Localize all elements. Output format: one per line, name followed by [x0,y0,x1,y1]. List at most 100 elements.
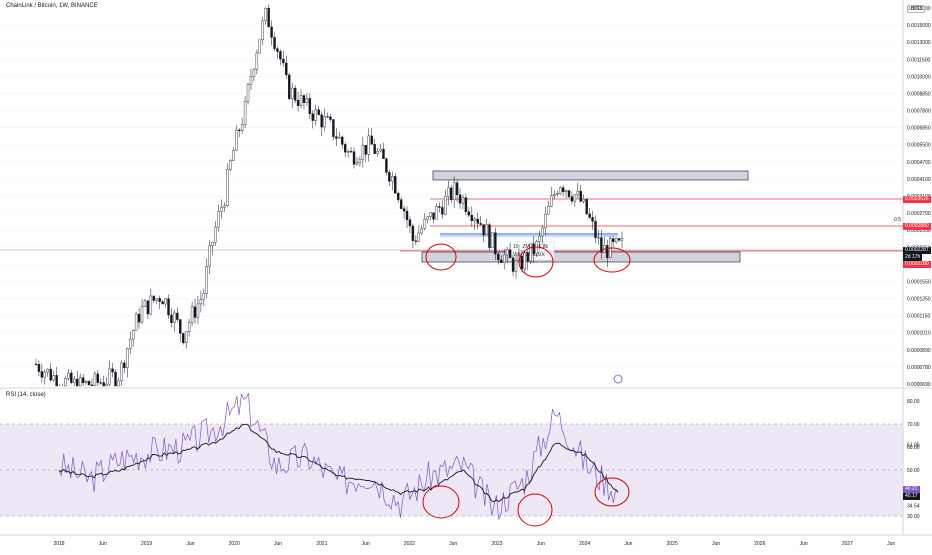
candle-body [600,237,603,253]
price-tick-label: 0.0015000 [907,23,931,29]
candle-body [252,69,256,77]
price-tick-label: 0.0004700 [907,160,931,166]
price-tick-label: 0.0004100 [907,177,931,183]
candle-body [137,313,141,323]
price-tick-label: 0.0006850 [907,126,931,132]
candle-body [46,368,49,373]
candle-body [550,195,553,207]
candle-body [397,192,400,200]
candle-body [364,145,368,155]
candle-body [114,371,117,387]
candle-body [143,300,147,307]
time-tick-label: Jun [537,541,545,547]
candle-body [352,151,356,165]
rsi-tick-label: 70.00 [907,422,920,428]
candle-body [270,26,273,38]
candle-body [606,245,609,258]
candle-body [235,129,238,151]
price-tick-label: 0.0001150 [907,314,930,320]
chart-title: ChainLink / Bitcoin, 1W, BINANCE [6,3,98,9]
candle-body [179,319,182,334]
time-tick-label: Jun [362,541,370,547]
candle-body [597,237,600,239]
candle-body [199,299,203,305]
candle-body [358,158,362,163]
candle-body [573,194,577,202]
candle-body [591,217,594,222]
candle-body [158,298,161,302]
candle-body [123,362,126,368]
candle-body [467,211,471,216]
candle-body [267,8,270,28]
currency-badge[interactable]: BTC [907,5,925,13]
rsi-circle-2023 [517,493,553,527]
candle-body [90,384,94,386]
rsi-line [58,392,618,520]
rsi-tag-value: 40.21 [903,486,920,493]
candle-body [129,338,132,349]
candle-body [131,330,135,340]
candle-body [261,20,264,41]
price-tick-label: 0.0001350 [907,297,931,303]
candle-body [126,348,129,368]
candle-body [355,162,359,165]
candle-body [529,243,532,262]
candle-body [152,295,155,301]
candle-body [346,151,350,153]
candle-body [582,198,585,202]
candle-body [411,225,415,241]
candle-body [476,218,479,224]
candle-body [497,253,500,261]
candle-body [538,235,541,242]
candle-body [140,306,144,323]
candle-body [464,197,468,212]
candle-body [323,116,326,128]
candle-body [117,380,120,387]
candle-body [338,136,341,139]
candle-body [558,187,562,194]
price-tick-label: 0.0000890 [907,348,931,354]
candle-body [373,144,376,154]
alert-icon[interactable] [613,374,623,384]
candle-body [441,207,444,215]
candle-body [394,176,397,194]
candle-body [570,196,574,202]
candle-body [379,148,382,152]
candle-body [491,232,494,248]
candle-body [273,37,276,49]
candle-body [432,212,435,220]
candle-body [617,238,621,241]
price-tick-label: 0.0000780 [907,365,931,371]
resistance-zone [432,170,749,181]
time-tick-label: Jun [99,541,107,547]
candle-body [311,113,315,121]
price-tag-0002880: 0.0002880 [903,223,931,230]
candle-body [246,84,250,102]
annotation-line-2: Vol: 426.829.k [513,252,545,258]
candle-body [226,169,229,207]
candle-body [52,375,55,381]
candle-body [308,98,312,114]
candle-body [388,172,391,182]
candle-body [255,52,259,70]
rsi-tick-label: 30.00 [907,514,920,520]
rsi-indicator-label[interactable]: RSI (14, close) [6,392,46,398]
candle-body [249,76,253,85]
candle-body [167,298,170,316]
price-tick-label: 0.0010000 [907,74,931,80]
candle-body [594,221,597,238]
rsi-ma-line [58,423,619,503]
candle-body [155,298,158,301]
candle-body [108,368,111,385]
time-tick-label: 2026 [754,541,765,547]
candle-body [426,216,429,220]
time-tick-label: Jun [624,541,632,547]
rsi-tag-ma: 40.17 [903,493,920,500]
candle-body [564,190,568,192]
candle-body [149,295,153,315]
price-tag-countdown: 2d 17h [903,254,923,261]
time-tick-label: 2023 [491,541,502,547]
candle-body [243,101,247,125]
candle-body [588,213,591,218]
